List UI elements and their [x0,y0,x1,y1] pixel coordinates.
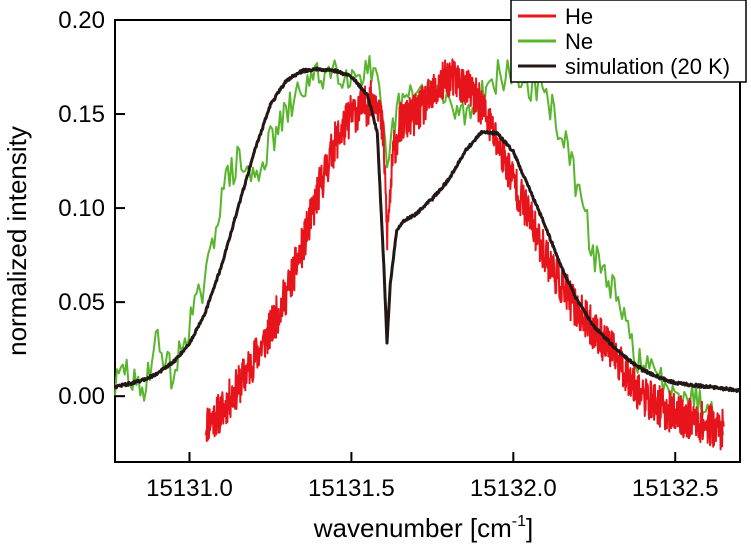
y-tick-label: 0.20 [58,7,105,34]
series-line-simulation [113,66,741,393]
legend-label: He [565,4,593,29]
x-tick-label: 15132.0 [470,475,557,502]
x-axis-label-main: wavenumber [cm [313,513,512,543]
series-line-he [204,58,725,451]
x-tick-label: 15131.5 [308,475,395,502]
plot-area-frame [114,19,741,463]
x-tick-label: 15131.0 [146,475,233,502]
series-layer [113,55,741,451]
y-tick-label: 0.05 [58,289,105,316]
y-axis-label: normalized intensity [2,126,32,356]
axis-layer: 15131.0 15131.5 15132.0 15132.5 0.00 0.05 0.10… [58,7,718,502]
legend-label: Ne [565,29,593,54]
y-tick-label: 0.15 [58,101,105,128]
x-tick-label: 15132.5 [632,475,719,502]
legend-label: simulation (20 K) [565,54,730,79]
x-axis-label: wavenumber [cm-1] [313,513,533,543]
y-tick-label: 0.00 [58,383,105,410]
x-axis-label-suffix: ] [526,513,533,543]
series-line-ne [114,55,725,436]
x-axis-label-superscript: -1 [512,513,526,530]
y-tick-label: 0.10 [58,195,105,222]
